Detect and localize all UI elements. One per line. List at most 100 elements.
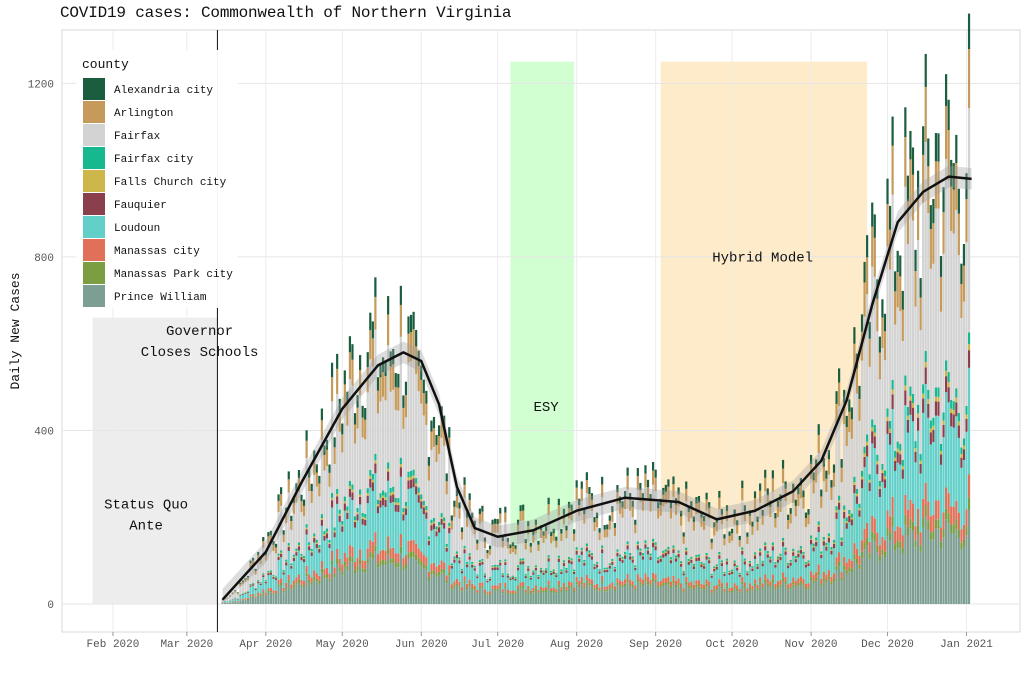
bar-segment <box>827 450 831 460</box>
bar-segment <box>585 575 588 581</box>
bar-segment <box>369 475 372 479</box>
bar-segment <box>318 552 321 576</box>
bar-segment <box>937 500 940 520</box>
bar-segment <box>741 547 744 550</box>
bar-segment <box>544 572 548 587</box>
bar-segment <box>939 541 943 549</box>
bar-segment <box>537 544 540 551</box>
bar-segment <box>713 571 716 587</box>
bar-segment <box>300 586 303 604</box>
bar-segment <box>254 568 257 571</box>
bar-segment <box>257 583 260 593</box>
bar-segment <box>838 406 841 496</box>
bar-segment <box>516 533 520 566</box>
bar-segment <box>285 522 288 560</box>
bar-segment <box>514 578 517 581</box>
bar-segment <box>827 474 831 534</box>
bar-segment <box>700 526 703 562</box>
bar-segment <box>825 546 828 551</box>
bar-segment <box>522 520 525 559</box>
stacked-bars <box>221 13 971 604</box>
bar-segment <box>937 401 940 416</box>
bar-segment <box>850 419 853 439</box>
bar-segment <box>657 587 660 604</box>
bar-segment <box>264 594 267 596</box>
bar-segment <box>868 321 871 339</box>
bar-segment <box>626 475 629 490</box>
bar-segment <box>835 565 838 570</box>
bar-segment <box>967 367 971 475</box>
bar-segment <box>835 557 838 566</box>
bar-segment <box>499 561 502 563</box>
bar-segment <box>359 559 362 565</box>
bar-segment <box>802 579 805 584</box>
bar-segment <box>815 546 818 573</box>
bar-segment <box>491 585 494 589</box>
bar-segment <box>957 188 960 214</box>
bar-segment <box>432 446 436 518</box>
x-tick-label: Sep 2020 <box>629 639 682 651</box>
bar-segment <box>336 488 339 494</box>
bar-segment <box>575 581 578 585</box>
bar-segment <box>552 570 555 572</box>
bar-segment <box>715 585 718 589</box>
bar-segment <box>603 572 606 587</box>
bar-segment <box>532 535 535 543</box>
bar-segment <box>700 589 703 604</box>
bar-segment <box>697 557 701 561</box>
bar-segment <box>323 578 326 604</box>
bar-segment <box>771 579 774 583</box>
bar-segment <box>784 577 787 582</box>
bar-segment <box>552 571 555 574</box>
bar-segment <box>812 575 815 581</box>
bar-segment <box>478 565 481 583</box>
bar-segment <box>246 598 250 600</box>
bar-segment <box>544 586 548 590</box>
bar-segment <box>753 555 757 559</box>
bar-segment <box>522 586 525 589</box>
bar-segment <box>850 568 853 573</box>
bar-segment <box>723 574 726 577</box>
bar-segment <box>404 568 408 604</box>
bar-segment <box>751 590 754 604</box>
bar-segment <box>274 579 278 591</box>
bar-segment <box>634 533 637 566</box>
bar-segment <box>965 418 968 432</box>
bar-segment <box>899 311 902 444</box>
bar-segment <box>450 563 453 566</box>
bar-segment <box>832 573 836 579</box>
bar-segment <box>310 491 313 504</box>
bar-segment <box>886 416 889 422</box>
bar-segment <box>285 582 288 587</box>
bar-segment <box>488 580 492 592</box>
bar-segment <box>766 495 769 507</box>
bar-segment <box>759 548 762 551</box>
bar-segment <box>239 599 242 601</box>
bar-segment <box>417 487 420 493</box>
bar-segment <box>896 547 899 604</box>
bar-segment <box>769 585 772 588</box>
bar-segment <box>906 509 909 527</box>
bar-segment <box>613 591 616 604</box>
bar-segment <box>394 504 397 512</box>
bar-segment <box>481 564 484 583</box>
bar-segment <box>878 561 881 604</box>
bar-segment <box>573 590 576 593</box>
bar-segment <box>567 585 571 588</box>
bar-segment <box>860 479 864 489</box>
bar-segment <box>774 587 777 590</box>
bar-segment <box>249 584 252 585</box>
bar-segment <box>361 572 364 604</box>
bar-segment <box>685 481 688 489</box>
bar-segment <box>305 430 308 441</box>
bar-segment <box>611 588 614 604</box>
bar-segment <box>346 512 349 520</box>
bar-segment <box>598 587 601 591</box>
bar-segment <box>448 533 451 566</box>
bar-segment <box>384 499 387 508</box>
bar-segment <box>603 569 606 571</box>
bar-segment <box>297 469 301 479</box>
bar-segment <box>692 569 695 585</box>
bar-segment <box>830 547 833 550</box>
bar-segment <box>295 548 298 551</box>
